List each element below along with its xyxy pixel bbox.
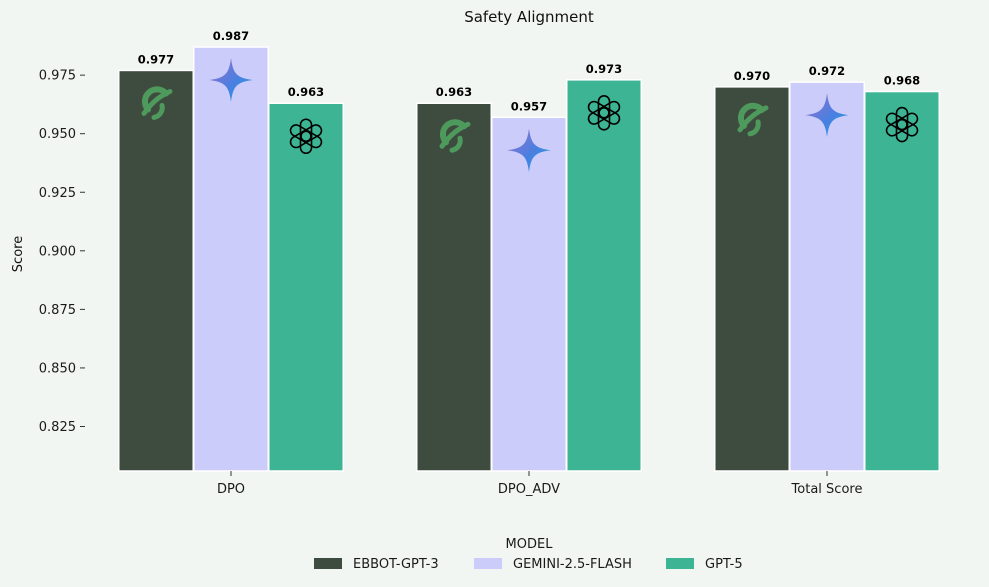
legend-title: MODEL bbox=[506, 537, 554, 552]
y-tick-label: 0.875 bbox=[39, 303, 76, 318]
ebbot-leaf-icon bbox=[439, 119, 471, 153]
bar-ebbot-gpt-3 bbox=[416, 102, 492, 472]
legend-item: GPT-5 bbox=[666, 557, 743, 572]
legend-item: EBBOT-GPT-3 bbox=[314, 557, 439, 572]
y-tick-label: 0.925 bbox=[39, 186, 76, 201]
y-tick-label: 0.825 bbox=[39, 420, 76, 435]
ebbot-leaf-icon bbox=[141, 86, 173, 120]
bar-gpt-5 bbox=[566, 79, 642, 472]
y-axis: 0.825 0.850 0.875 0.900 0.925 0.950 0.975 bbox=[39, 69, 85, 435]
x-axis: DPO DPO_ADV Total Score bbox=[217, 471, 863, 497]
x-tick-label: DPO bbox=[217, 482, 245, 497]
bar-gemini-2-5-flash bbox=[491, 116, 567, 472]
data-label: 0.977 bbox=[138, 52, 174, 66]
y-tick-label: 0.975 bbox=[39, 69, 76, 84]
chart-title: Safety Alignment bbox=[464, 8, 594, 26]
y-tick-label: 0.950 bbox=[39, 127, 76, 142]
bar-ebbot-gpt-3 bbox=[714, 86, 790, 472]
data-label: 0.987 bbox=[213, 29, 249, 43]
legend-label: EBBOT-GPT-3 bbox=[353, 557, 439, 572]
y-axis-title: Score bbox=[11, 236, 26, 272]
openai-knot-icon bbox=[885, 106, 919, 143]
openai-knot-icon bbox=[587, 95, 621, 131]
legend-swatch bbox=[314, 558, 342, 569]
legend-swatch bbox=[474, 558, 502, 569]
data-label: 0.970 bbox=[734, 69, 770, 83]
bars-group: 0.977 0.987 0.963 0.963 0.957 0.973 0.970 0.972… bbox=[118, 29, 940, 472]
legend-swatch bbox=[666, 558, 694, 569]
data-label: 0.973 bbox=[586, 62, 622, 76]
bar-gemini-2-5-flash bbox=[193, 46, 269, 472]
legend-label: GEMINI-2.5-FLASH bbox=[513, 557, 632, 572]
y-tick-label: 0.900 bbox=[39, 244, 76, 259]
gemini-sparkle-icon bbox=[507, 128, 551, 173]
legend-label: GPT-5 bbox=[705, 557, 743, 572]
data-label: 0.972 bbox=[809, 64, 845, 78]
data-label: 0.957 bbox=[511, 99, 547, 113]
x-tick-label: DPO_ADV bbox=[498, 482, 560, 497]
bar-gemini-2-5-flash bbox=[789, 81, 865, 472]
bar-gpt-5 bbox=[268, 102, 344, 472]
openai-knot-icon bbox=[289, 118, 323, 155]
bar-ebbot-gpt-3 bbox=[118, 69, 194, 472]
gemini-sparkle-icon bbox=[805, 93, 849, 138]
legend-item: GEMINI-2.5-FLASH bbox=[474, 557, 632, 572]
ebbot-leaf-icon bbox=[737, 102, 769, 137]
data-label: 0.968 bbox=[884, 74, 920, 88]
legend: MODEL EBBOT-GPT-3 GEMINI-2.5-FLASH GPT-5 bbox=[314, 537, 743, 572]
data-label: 0.963 bbox=[288, 85, 324, 99]
bar-gpt-5 bbox=[864, 90, 940, 472]
data-label: 0.963 bbox=[436, 85, 472, 99]
x-tick-label: Total Score bbox=[791, 482, 863, 497]
y-tick-label: 0.850 bbox=[39, 361, 76, 376]
gemini-sparkle-icon bbox=[209, 58, 253, 103]
